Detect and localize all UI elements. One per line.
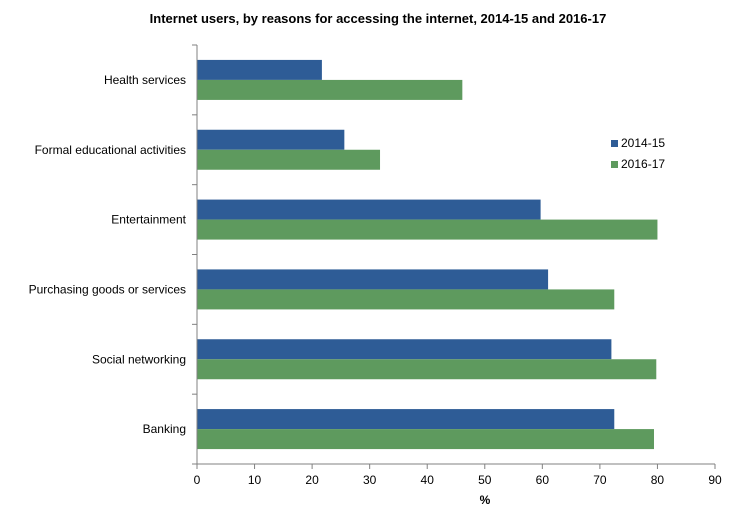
plot-area: Health services Formal educational activi… [29, 44, 722, 487]
x-tick-label: 70 [593, 473, 607, 487]
category-label: Purchasing goods or services [29, 282, 186, 296]
legend: 2014-15 2016-17 [611, 136, 665, 171]
category-label: Banking [143, 422, 186, 436]
bar-2014-15-6 [197, 409, 615, 430]
category-label: Entertainment [111, 213, 186, 227]
bar-2016-17-6 [197, 429, 654, 450]
category-label: Social networking [92, 352, 186, 366]
x-tick-label: 80 [651, 473, 665, 487]
bar-2014-15-3 [197, 199, 541, 220]
legend-swatch-2014-15 [611, 140, 618, 147]
x-tick-label: 0 [194, 473, 201, 487]
x-tick-label: 50 [478, 473, 492, 487]
bar-2016-17-2 [197, 149, 381, 170]
category-label: Health services [104, 73, 186, 87]
legend-swatch-2016-17 [611, 161, 618, 168]
legend-label: 2016-17 [621, 157, 665, 171]
x-tick-label: 60 [536, 473, 550, 487]
category-label: Formal educational activities [35, 143, 186, 157]
x-tick-label: 90 [708, 473, 722, 487]
bar-2014-15-1 [197, 59, 322, 80]
legend-label: 2014-15 [621, 136, 665, 150]
x-tick-label: 30 [363, 473, 377, 487]
x-tick-label: 40 [421, 473, 435, 487]
chart-title: Internet users, by reasons for accessing… [150, 11, 607, 26]
bar-2016-17-1 [197, 79, 463, 100]
bar-2016-17-4 [197, 289, 615, 310]
x-tick-label: 10 [248, 473, 262, 487]
bar-2014-15-4 [197, 269, 549, 290]
bar-2014-15-2 [197, 129, 345, 150]
x-tick-label: 20 [305, 473, 319, 487]
x-axis-title: % [480, 493, 491, 507]
bar-2014-15-5 [197, 339, 612, 360]
bar-2016-17-5 [197, 359, 657, 380]
bar-2016-17-3 [197, 219, 658, 240]
